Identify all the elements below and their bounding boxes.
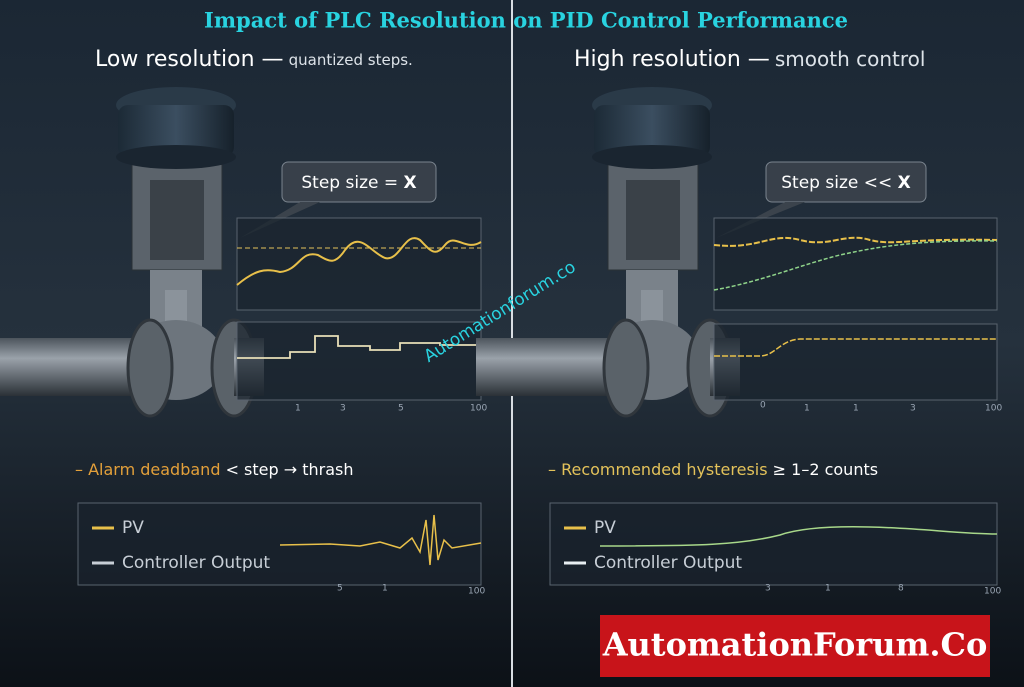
smooth-trace bbox=[714, 338, 997, 357]
tick-label: 100 bbox=[985, 404, 1002, 414]
legend-label: PV bbox=[122, 518, 144, 538]
tick-label: 1 bbox=[825, 584, 831, 594]
callout-symbol: X bbox=[898, 173, 911, 193]
legend-label: Controller Output bbox=[122, 553, 270, 573]
note-text: ≥ 1–2 counts bbox=[773, 460, 878, 479]
brand: AutomationForum.Co bbox=[602, 626, 988, 664]
callout-box bbox=[281, 161, 437, 203]
tick-label: 1 bbox=[295, 404, 301, 414]
callout: Step size << X bbox=[781, 173, 910, 193]
tick-label: 100 bbox=[468, 587, 485, 597]
tick-label: 100 bbox=[984, 587, 1001, 597]
middle-chart bbox=[713, 323, 998, 401]
left-panel: Low resolution — quantized steps. Step s… bbox=[0, 47, 487, 597]
upper-chart bbox=[713, 217, 998, 311]
legend-label: Controller Output bbox=[594, 553, 742, 573]
callout-text: Step size = bbox=[301, 173, 398, 193]
right-panel: High resolution — smooth control Step si… bbox=[474, 47, 1002, 597]
pv-trace bbox=[713, 236, 998, 247]
callout-box bbox=[765, 161, 927, 203]
note: – Alarm deadband < step → thrash bbox=[75, 460, 354, 479]
callout-text: Step size << bbox=[781, 173, 892, 193]
output-trace bbox=[713, 240, 998, 291]
tick-label: 5 bbox=[398, 404, 404, 414]
callout: Step size = X bbox=[301, 173, 416, 193]
tick-label: 1 bbox=[853, 404, 859, 414]
heading-main: High resolution — bbox=[574, 47, 770, 72]
smooth-pv-trace bbox=[599, 526, 998, 547]
tick-label: 8 bbox=[898, 584, 904, 594]
note-highlight: – Alarm deadband bbox=[75, 460, 220, 479]
title: Impact of PLC Resolution on PID Control … bbox=[204, 8, 848, 33]
tick-label: 3 bbox=[340, 404, 346, 414]
legend-chart bbox=[549, 502, 998, 586]
pv-trace bbox=[236, 237, 482, 286]
tick-label: 3 bbox=[910, 404, 916, 414]
legend-label: PV bbox=[594, 518, 616, 538]
tick-label: 0 bbox=[760, 401, 766, 411]
heading: Low resolution — quantized steps. bbox=[95, 47, 413, 72]
note-highlight: – Recommended hysteresis bbox=[548, 460, 768, 479]
heading: High resolution — smooth control bbox=[574, 47, 925, 73]
output-trace bbox=[237, 335, 481, 359]
tick-label: 5 bbox=[337, 584, 343, 594]
tick-label: 3 bbox=[765, 584, 771, 594]
note: – Recommended hysteresis ≥ 1–2 counts bbox=[548, 460, 878, 479]
tick-label: 1 bbox=[804, 404, 810, 414]
heading-sub: quantized steps. bbox=[289, 51, 413, 69]
legend-chart bbox=[77, 502, 482, 586]
tick-label: 100 bbox=[470, 404, 487, 414]
upper-chart bbox=[236, 217, 482, 311]
middle-chart bbox=[236, 321, 482, 401]
callout-symbol: X bbox=[404, 173, 417, 193]
note-text: < step → thrash bbox=[226, 460, 354, 479]
brand-box bbox=[600, 615, 990, 677]
noise-trace bbox=[279, 514, 482, 566]
heading-sub: smooth control bbox=[775, 47, 926, 71]
heading-main: Low resolution — bbox=[95, 47, 284, 72]
tick-label: 1 bbox=[382, 584, 388, 594]
